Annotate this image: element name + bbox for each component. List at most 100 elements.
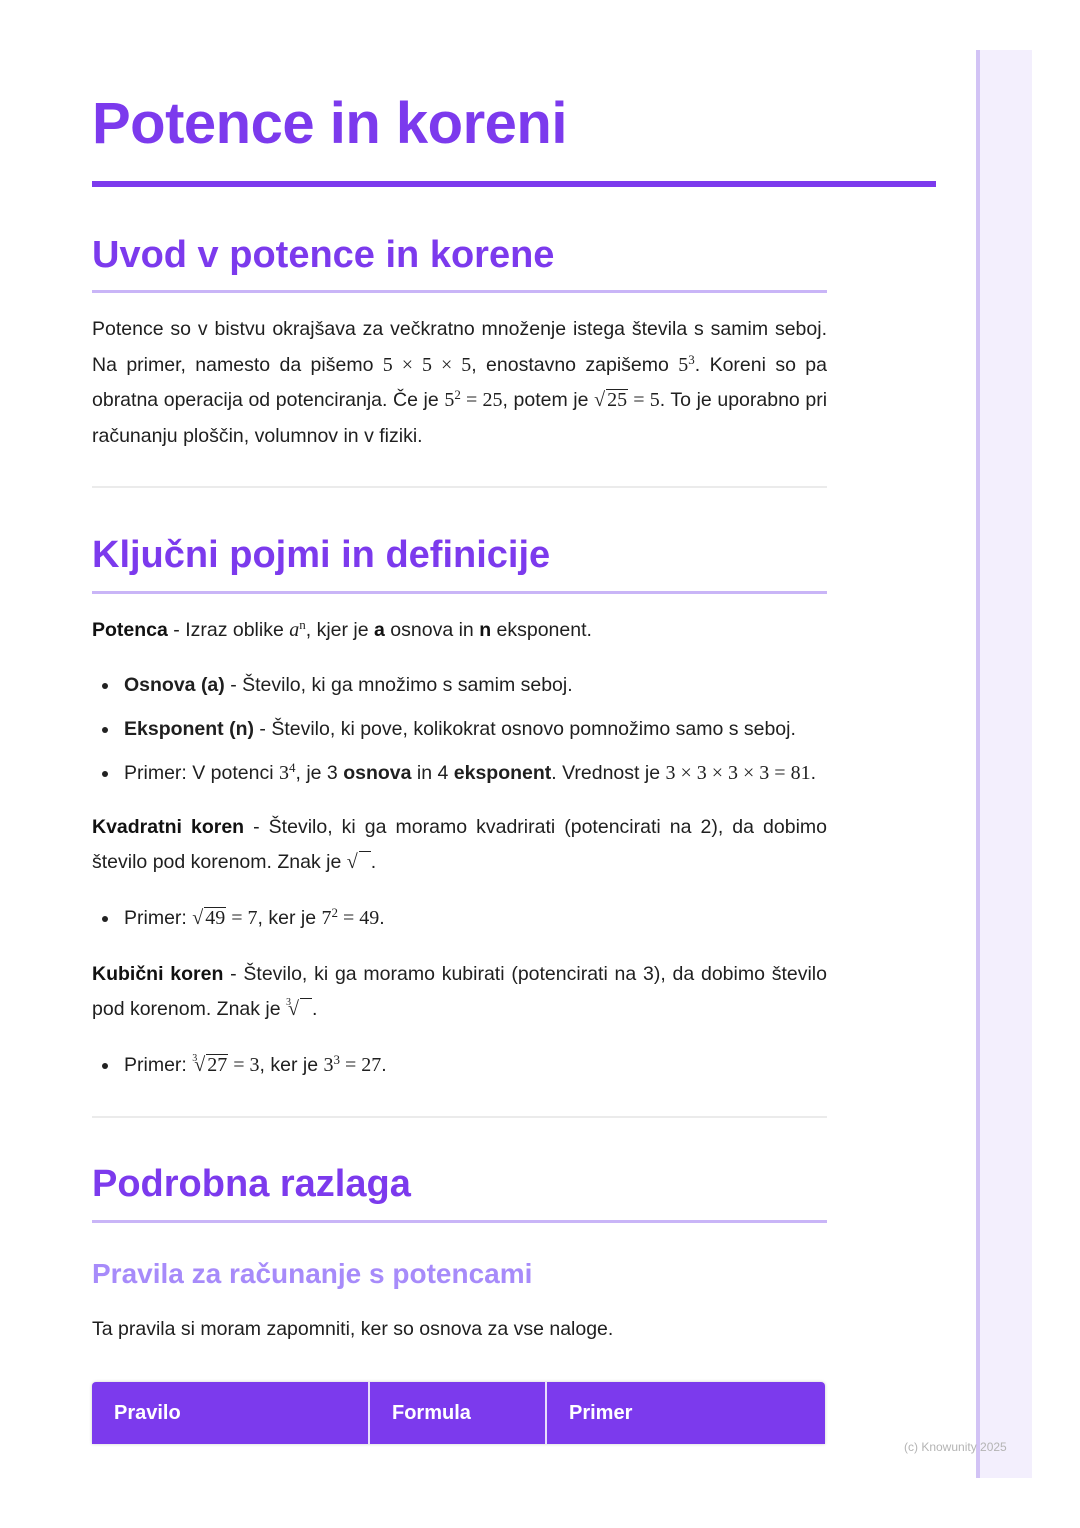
math-expression: an — [289, 617, 306, 641]
math-base: a — [289, 619, 300, 641]
math-base: = 7 — [226, 906, 258, 929]
math-exponent: 2 — [454, 387, 461, 402]
bold-term: Kvadratni koren — [92, 815, 245, 838]
root-expression: 3√ 27 — [192, 1053, 229, 1076]
radicand: 27 — [206, 1053, 229, 1076]
radical-sign-icon: √ — [194, 1053, 206, 1076]
heading-underline — [92, 591, 827, 594]
heading-underline — [92, 290, 827, 293]
root-expression: 3√ — [286, 997, 313, 1020]
math-expression: = 25 — [461, 389, 502, 411]
text-run: , potem je — [502, 389, 595, 411]
title-underline — [92, 181, 936, 187]
radical-sign-icon: √ — [288, 998, 300, 1020]
text-run: osnova in — [384, 619, 480, 641]
math-base: 3 × 3 × 3 × 3 = 81 — [665, 761, 811, 784]
radicand — [358, 851, 371, 872]
root-expression: √ 49 — [192, 906, 227, 929]
math-expression: 53 — [678, 351, 695, 376]
math-exponent: n — [299, 617, 306, 632]
intro-paragraph: Potence so v bistvu okrajšava za večkrat… — [92, 312, 827, 454]
text-run: , ker je — [257, 906, 322, 929]
heading-underline — [92, 1219, 827, 1223]
math-base: 5 — [678, 353, 689, 376]
rules-table-header: Pravilo Formula Primer — [92, 1382, 825, 1444]
bold-term: Eksponent (n) — [124, 717, 254, 740]
potenca-list: Osnova (a) - Število, ki ga množimo s sa… — [92, 669, 827, 790]
radicand: 49 — [204, 906, 227, 929]
text-run: . Vrednost je — [551, 761, 666, 784]
math-base: = 5 — [628, 389, 660, 411]
section-heading-definitions: Ključni pojmi in definicije — [92, 534, 551, 576]
text-run: , ker je — [259, 1053, 324, 1076]
section-heading-intro: Uvod v potence in korene — [92, 234, 555, 276]
math-expression: = 3 — [228, 1054, 259, 1076]
bold-term: a — [374, 619, 385, 641]
text-run: , enostavno zapišemo — [471, 353, 679, 376]
text-run: . Koreni so pa obratna operacija od pote… — [92, 353, 827, 412]
column-header-primer: Primer — [569, 1402, 633, 1424]
math-base: 5 × 5 × 5 — [382, 353, 472, 376]
list-item: Osnova (a) - Število, ki ga množimo s sa… — [92, 669, 827, 702]
text-run: . — [370, 851, 377, 873]
text-run: - Število, ki pove, kolikokrat osnovo po… — [254, 717, 796, 740]
definition-potenca: Potenca - Izraz oblike an, kjer je a osn… — [92, 613, 827, 649]
page-title: Potence in koreni — [92, 91, 567, 156]
math-expression: 3 × 3 × 3 × 3 = 81 — [665, 762, 810, 784]
copyright-footer: (c) Knowunity 2025 — [904, 1440, 1007, 1454]
text-run: Primer: V potenci — [124, 761, 279, 784]
definition-kubicni-koren: Kubični koren - Število, ki ga moramo ku… — [92, 957, 827, 1028]
math-expression: = 7 — [226, 907, 257, 929]
math-expression: = 27 — [340, 1054, 381, 1076]
kvadratni-list: Primer: √ 49 = 7, ker je 72 = 49. — [92, 902, 827, 935]
math-expression: 72 — [321, 904, 338, 929]
math-exponent: 2 — [331, 904, 338, 920]
kubicni-list: Primer: 3√ 27 = 3, ker je 33 = 27. — [92, 1049, 827, 1082]
text-run: . — [381, 1053, 387, 1076]
section-divider — [92, 486, 827, 488]
radical-sign-icon: √ — [346, 851, 358, 873]
text-run: Potence so v bistvu okrajšava za večkrat… — [92, 318, 827, 376]
text-run: in 4 — [411, 761, 454, 784]
math-expression: = 5 — [628, 389, 660, 411]
math-expression: = 49 — [338, 907, 379, 929]
text-run: - Število, ki ga moramo kvadrirati (pote… — [92, 815, 827, 874]
text-run: - Izraz oblike — [167, 619, 290, 641]
text-run: , kjer je — [305, 619, 375, 641]
text-run: Primer: — [124, 1053, 193, 1076]
list-item: Primer: V potenci 34, je 3 osnova in 4 e… — [92, 757, 827, 790]
text-run: - Število, ki ga moramo kubirati (potenc… — [92, 962, 827, 1021]
text-run: eksponent. — [491, 619, 592, 641]
list-item: Eksponent (n) - Število, ki pove, koliko… — [92, 713, 827, 746]
section-divider — [92, 1115, 827, 1118]
list-item: Primer: √ 49 = 7, ker je 72 = 49. — [92, 902, 827, 935]
math-base: 5 — [444, 389, 455, 411]
subheading-rules: Pravila za računanje s potencami — [92, 1257, 533, 1289]
side-panel — [976, 50, 1032, 1478]
radical-sign-icon: √ — [594, 389, 606, 411]
math-base: = 3 — [228, 1053, 260, 1076]
bold-term: Osnova (a) — [124, 673, 225, 696]
text-run: . — [312, 998, 318, 1020]
bold-term: osnova — [343, 761, 412, 784]
bold-term: n — [479, 619, 492, 641]
definition-kvadratni-koren: Kvadratni koren - Število, ki ga moramo … — [92, 810, 827, 881]
column-header-pravilo: Pravilo — [92, 1382, 370, 1444]
rules-intro: Ta pravila si moram zapomniti, ker so os… — [92, 1317, 614, 1340]
text-run: , je 3 — [295, 761, 344, 784]
root-expression: √ 25 — [594, 389, 629, 411]
math-expression: 5 × 5 × 5 — [383, 354, 471, 376]
text-run: . — [810, 761, 817, 784]
math-base: 3 — [323, 1053, 334, 1076]
radical-sign-icon: √ — [192, 906, 204, 929]
section-heading-detail: Podrobna razlaga — [92, 1162, 411, 1205]
list-item: Primer: 3√ 27 = 3, ker je 33 = 27. — [92, 1049, 827, 1082]
math-exponent: 4 — [288, 759, 296, 775]
root-index: 3 — [286, 997, 292, 1008]
bold-term: Kubični koren — [92, 962, 224, 985]
math-exponent: 3 — [333, 1051, 340, 1067]
math-base: 7 — [321, 906, 332, 929]
column-header-formula: Formula — [370, 1382, 547, 1444]
math-exponent: 3 — [688, 351, 695, 367]
root-expression: √ — [347, 851, 371, 873]
